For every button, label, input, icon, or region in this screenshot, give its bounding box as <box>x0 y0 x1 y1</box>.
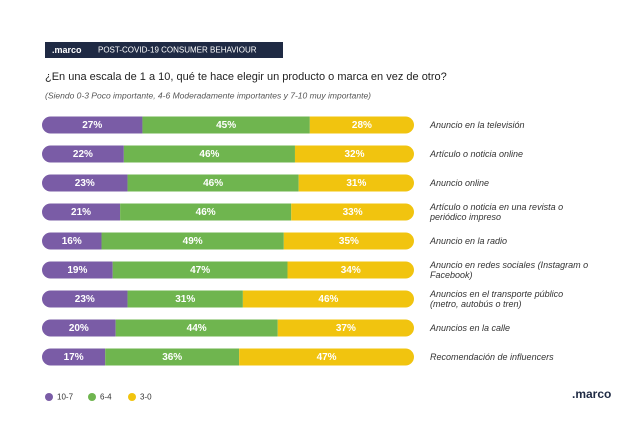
category-label: Anuncio en la radio <box>430 236 508 246</box>
category-label: Artículo o noticia online <box>430 149 524 159</box>
footer-logo: .marco <box>572 387 611 401</box>
value-label: 28% <box>352 120 372 131</box>
bar-segment <box>120 203 292 221</box>
value-label: 20% <box>69 323 89 334</box>
value-label: 31% <box>175 294 195 305</box>
value-label: 31% <box>346 178 366 189</box>
value-label: 17% <box>64 352 84 363</box>
bar-row <box>42 290 414 308</box>
value-label: 23% <box>75 178 95 189</box>
bar-row <box>42 348 414 366</box>
bar-segment <box>42 145 124 163</box>
bar-row <box>42 319 414 337</box>
category-label: Anuncio en la televisión <box>430 120 525 130</box>
bar-row <box>42 116 414 134</box>
value-label: 16% <box>62 236 82 247</box>
value-label: 36% <box>162 352 182 363</box>
category-label: Anuncios en el transporte público (metro… <box>430 289 564 309</box>
bar-segment <box>309 116 414 134</box>
legend-swatch <box>128 393 136 401</box>
value-label: 47% <box>317 352 337 363</box>
bar-segment <box>42 232 102 250</box>
bar-segment <box>42 174 128 192</box>
bar-segment <box>42 261 113 279</box>
bar-segment <box>127 290 243 308</box>
bar-segment <box>127 174 299 192</box>
category-label: Anuncio online <box>430 178 490 188</box>
bar-segment <box>294 145 414 163</box>
value-label: 23% <box>75 294 95 305</box>
legend-label: 6-4 <box>100 393 112 402</box>
bar-segment <box>277 319 414 337</box>
value-label: 46% <box>199 149 219 160</box>
category-label: Artículo o noticia en una revista o peri… <box>430 202 564 222</box>
bar-segment <box>242 290 414 308</box>
chart-subtitle: (Siendo 0-3 Poco importante, 4-6 Moderad… <box>45 90 371 100</box>
bar-segment <box>283 232 414 250</box>
value-label: 49% <box>183 236 203 247</box>
bar-segment <box>115 319 278 337</box>
bar-segment <box>142 116 310 134</box>
bar-segment <box>101 232 284 250</box>
bar-segment <box>105 348 240 366</box>
bar-segment <box>112 261 288 279</box>
value-label: 22% <box>73 149 93 160</box>
legend-swatch <box>45 393 53 401</box>
value-label: 21% <box>71 207 91 218</box>
bar-row <box>42 174 414 192</box>
bar-row <box>42 145 414 163</box>
value-label: 35% <box>339 236 359 247</box>
value-label: 45% <box>216 120 236 131</box>
bar-segment <box>42 116 143 134</box>
bar-segment <box>42 319 116 337</box>
value-label: 33% <box>343 207 363 218</box>
bar-segment <box>287 261 414 279</box>
bar-segment <box>123 145 295 163</box>
bar-segment <box>291 203 414 221</box>
bar-segment <box>42 203 121 221</box>
value-label: 47% <box>190 265 210 276</box>
bar-segment <box>42 290 128 308</box>
value-label: 27% <box>82 120 102 131</box>
header-tag: POST-COVID-19 CONSUMER BEHAVIOUR <box>98 46 257 55</box>
bar-row <box>42 203 414 221</box>
bar-row <box>42 232 414 250</box>
value-label: 44% <box>187 323 207 334</box>
value-label: 46% <box>318 294 338 305</box>
value-label: 19% <box>67 265 87 276</box>
legend-swatch <box>88 393 96 401</box>
category-label: Anuncio en redes sociales (Instagram o F… <box>430 260 589 280</box>
value-label: 32% <box>344 149 364 160</box>
bar-row <box>42 261 414 279</box>
bar-segment <box>298 174 414 192</box>
value-label: 37% <box>336 323 356 334</box>
header-logo: .marco <box>52 45 82 55</box>
value-label: 46% <box>203 178 223 189</box>
value-label: 34% <box>341 265 361 276</box>
category-label: Recomendación de influencers <box>430 352 554 362</box>
legend-label: 10-7 <box>57 393 74 402</box>
legend-label: 3-0 <box>140 393 152 402</box>
value-label: 46% <box>196 207 216 218</box>
chart-title: ¿En una escala de 1 a 10, qué te hace el… <box>45 71 447 83</box>
header-band <box>45 42 283 58</box>
category-label: Anuncios en la calle <box>430 323 511 333</box>
bar-segment <box>239 348 414 366</box>
bar-segment <box>42 348 106 366</box>
